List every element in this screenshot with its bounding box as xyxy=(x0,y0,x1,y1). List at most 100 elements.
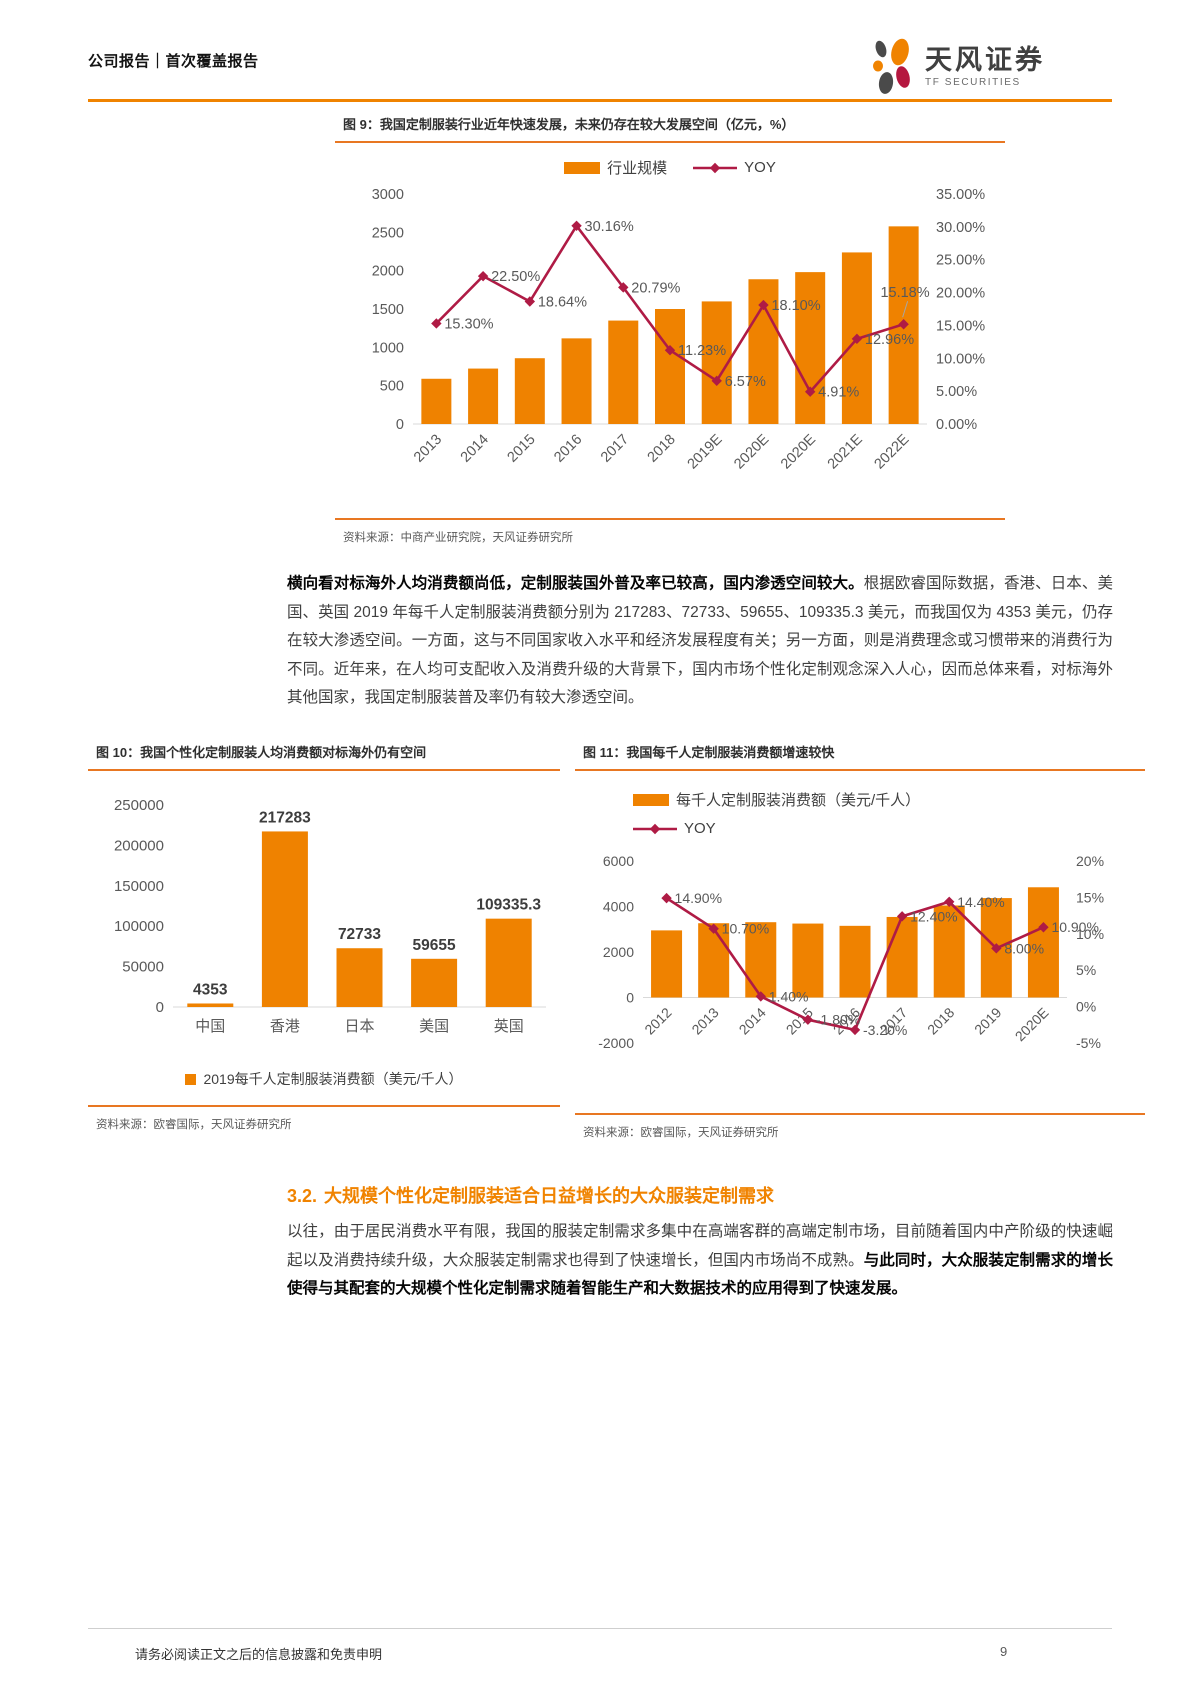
svg-text:25.00%: 25.00% xyxy=(936,253,985,269)
header-divider xyxy=(88,99,1112,102)
svg-text:109335.3: 109335.3 xyxy=(476,897,541,914)
body-paragraph-mass-customization: 以往，由于居民消费水平有限，我国的服装定制需求多集中在高端客群的高端定制市场，目… xyxy=(287,1218,1113,1304)
tf-flower-icon xyxy=(873,38,910,94)
brand-name-cn: 天风证券 xyxy=(925,44,1045,75)
legend-label: 行业规模 xyxy=(607,160,668,177)
legend-item: 2019每千人定制服装消费额（美元/千人） xyxy=(185,1069,463,1089)
svg-text:217283: 217283 xyxy=(259,809,311,826)
svg-text:50000: 50000 xyxy=(122,959,164,976)
svg-text:2013: 2013 xyxy=(688,1004,721,1037)
svg-text:2021E: 2021E xyxy=(825,431,866,472)
svg-text:-2000: -2000 xyxy=(598,1035,634,1051)
brand-name-en: TF SECURITIES xyxy=(925,76,1021,88)
svg-text:18.10%: 18.10% xyxy=(771,298,820,314)
svg-text:4.91%: 4.91% xyxy=(818,385,859,401)
svg-text:2014: 2014 xyxy=(458,432,492,466)
figure10-legend: 2019每千人定制服装消费额（美元/千人） xyxy=(88,1069,560,1089)
svg-text:14.40%: 14.40% xyxy=(957,894,1004,910)
svg-text:2500: 2500 xyxy=(372,225,404,241)
svg-text:香港: 香港 xyxy=(270,1018,300,1035)
figure10-bottom-rule xyxy=(88,1105,560,1107)
figure10-caption: 图 10：我国个性化定制服装人均消费额对标海外仍有空间 xyxy=(96,745,427,760)
svg-text:35.00%: 35.00% xyxy=(936,187,985,203)
svg-text:2022E: 2022E xyxy=(871,431,912,472)
svg-text:3000: 3000 xyxy=(372,187,404,203)
svg-text:18.64%: 18.64% xyxy=(538,295,587,311)
svg-text:250000: 250000 xyxy=(114,797,164,814)
brand-logo: 天风证券 TF SECURITIES xyxy=(870,38,1045,96)
svg-text:8.00%: 8.00% xyxy=(1004,940,1044,956)
svg-text:10.70%: 10.70% xyxy=(722,921,769,937)
svg-text:2020E: 2020E xyxy=(731,431,772,472)
paragraph2-bold: 与此同时，大众服装定制需求的增长使得与其配套的大规模个性化定制需求随着智能生产和… xyxy=(287,1251,1113,1298)
svg-text:10.90%: 10.90% xyxy=(1051,919,1098,935)
svg-text:2014: 2014 xyxy=(736,1004,769,1037)
svg-text:1000: 1000 xyxy=(372,340,404,356)
svg-text:2019E: 2019E xyxy=(685,431,726,472)
figure11-chart-svg: -2000 0 2000 4000 6000 -5% 0% 5% 10% 15% 20% 2012 20… xyxy=(598,853,1104,1051)
svg-text:150000: 150000 xyxy=(114,878,164,895)
bar-swatch-icon xyxy=(633,793,669,806)
svg-text:22.50%: 22.50% xyxy=(491,269,540,285)
bar-swatch-icon xyxy=(564,161,601,174)
figure10-source: 资料来源：欧睿国际，天风证券研究所 xyxy=(96,1119,292,1131)
figure9: 图 9：我国定制服装行业近年快速发展，未来仍存在较大发展空间（亿元，%） 行业规… xyxy=(335,114,1005,545)
report-type-breadcrumb: 公司报告｜首次覆盖报告 xyxy=(88,53,259,70)
svg-text:-5%: -5% xyxy=(1076,1035,1101,1051)
svg-text:2019: 2019 xyxy=(971,1004,1004,1037)
svg-text:2000: 2000 xyxy=(603,944,634,960)
svg-text:14.90%: 14.90% xyxy=(675,890,722,906)
svg-text:15.18%: 15.18% xyxy=(880,285,929,301)
figure10-top-rule xyxy=(88,769,560,771)
svg-text:500: 500 xyxy=(380,379,404,395)
svg-text:20.00%: 20.00% xyxy=(936,286,985,302)
svg-text:0%: 0% xyxy=(1076,999,1096,1015)
page-number: 9 xyxy=(1000,1644,1008,1659)
svg-text:20.79%: 20.79% xyxy=(631,280,680,296)
svg-text:2020E: 2020E xyxy=(1012,1004,1052,1044)
svg-text:2013: 2013 xyxy=(411,432,445,466)
svg-text:59655: 59655 xyxy=(413,937,456,954)
section-heading-3-2: 3.2. 大规模个性化定制服装适合日益增长的大众服装定制需求 xyxy=(287,1182,774,1208)
figure9-top-rule xyxy=(335,141,1005,143)
svg-text:12.96%: 12.96% xyxy=(865,332,914,348)
svg-text:-1.80%: -1.80% xyxy=(816,1012,860,1028)
svg-text:英国: 英国 xyxy=(494,1017,524,1035)
svg-text:12.40%: 12.40% xyxy=(910,908,957,924)
svg-text:100000: 100000 xyxy=(114,918,164,935)
footer-divider xyxy=(88,1628,1112,1629)
svg-text:10%: 10% xyxy=(1076,926,1104,942)
line-swatch-icon xyxy=(693,162,738,173)
svg-text:6.57%: 6.57% xyxy=(725,374,766,390)
figure11-source: 资料来源：欧睿国际，天风证券研究所 xyxy=(583,1127,779,1139)
svg-text:美国: 美国 xyxy=(419,1018,449,1035)
figure10: 图 10：我国个性化定制服装人均消费额对标海外仍有空间 0 50000 100000… xyxy=(88,742,560,1132)
figure11-legend: 每千人定制服装消费额（美元/千人） YOY xyxy=(633,789,1145,837)
svg-text:30.16%: 30.16% xyxy=(585,219,634,235)
figure11: 图 11：我国每千人定制服装消费额增速较快 每千人定制服装消费额（美元/千人） Y… xyxy=(575,742,1145,1140)
svg-text:2018: 2018 xyxy=(645,432,679,466)
svg-text:15.30%: 15.30% xyxy=(444,316,493,332)
svg-text:30.00%: 30.00% xyxy=(936,220,985,236)
line-swatch-icon xyxy=(633,823,677,834)
square-swatch-icon xyxy=(185,1073,197,1085)
svg-text:5%: 5% xyxy=(1076,962,1096,978)
section-number: 3.2. xyxy=(287,1186,318,1206)
paragraph2-normal: 以往，由于居民消费水平有限，我国的服装定制需求多集中在高端客群的高端定制市场，目… xyxy=(287,1223,1113,1269)
figure9-source: 资料来源：中商产业研究院，天风证券研究所 xyxy=(343,532,573,544)
svg-text:中国: 中国 xyxy=(195,1018,225,1035)
svg-text:72733: 72733 xyxy=(338,926,381,943)
svg-text:10.00%: 10.00% xyxy=(936,351,985,367)
paragraph1-lead-bold: 横向看对标海外人均消费额尚低，定制服装国外普及率已较高，国内渗透空间较大。 xyxy=(287,575,864,592)
brand-text: 天风证券 TF SECURITIES xyxy=(925,44,1045,88)
svg-text:1500: 1500 xyxy=(372,302,404,318)
svg-text:2020E: 2020E xyxy=(778,431,819,472)
svg-text:15%: 15% xyxy=(1076,889,1104,905)
svg-text:1.40%: 1.40% xyxy=(769,988,809,1004)
figure9-bottom-rule xyxy=(335,518,1005,520)
paragraph1-rest: 根据欧睿国际数据，香港、日本、美国、英国 2019 年每千人定制服装消费额分别为… xyxy=(287,575,1113,706)
legend-item: YOY xyxy=(633,820,716,837)
svg-text:-3.20%: -3.20% xyxy=(863,1022,907,1038)
svg-text:5.00%: 5.00% xyxy=(936,384,977,400)
